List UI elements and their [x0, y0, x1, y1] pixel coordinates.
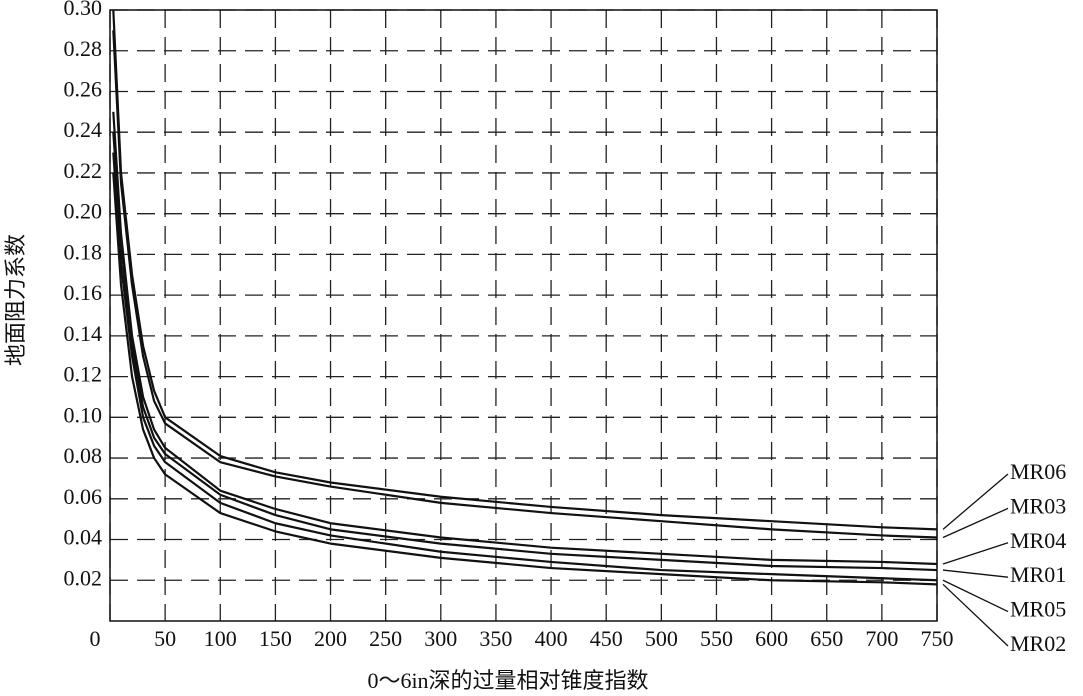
y-tick-label: 0.12: [64, 362, 103, 387]
x-tick-label: 550: [700, 626, 733, 651]
x-tick-label: 650: [810, 626, 843, 651]
legend-leader: [942, 542, 1009, 565]
y-tick-label: 0.30: [64, 0, 103, 20]
x-axis-label: 0～6in深的过量相对锥度指数: [367, 668, 648, 693]
plot-frame: [109, 9, 938, 622]
x-tick-label: 150: [259, 626, 292, 651]
y-tick-label: 0.28: [64, 36, 103, 61]
legend-label: MR06: [1010, 459, 1066, 484]
legend-label: MR04: [1010, 528, 1066, 553]
x-tick-label: 750: [921, 626, 954, 651]
y-tick-label: 0.18: [64, 239, 103, 264]
y-tick-label: 0.14: [64, 321, 103, 346]
y-tick-label: 0.26: [64, 77, 103, 102]
x-tick-label: 300: [424, 626, 457, 651]
x-tick-label: 250: [369, 626, 402, 651]
y-tick-label: 0.06: [64, 484, 103, 509]
legend-label: MR01: [1010, 562, 1066, 587]
legend-leader: [942, 579, 1009, 613]
y-tick-label: 0.02: [64, 565, 103, 590]
x-tick-label: 500: [645, 626, 678, 651]
data-line: [112, 152, 938, 582]
y-tick-label: 0.22: [64, 158, 103, 183]
y-tick-label: 0.24: [64, 117, 103, 142]
x-tick-label: 400: [535, 626, 568, 651]
data-line: [112, 30, 938, 539]
legend-label: MR05: [1010, 597, 1066, 622]
x-tick-label: 700: [865, 626, 898, 651]
y-tick-label: 0.04: [64, 525, 103, 550]
y-tick-label: 0.20: [64, 199, 103, 224]
x-tick-label: 600: [755, 626, 788, 651]
legend-label: MR03: [1010, 493, 1066, 518]
x-tick-label: 100: [204, 626, 237, 651]
data-line: [112, 172, 938, 586]
x-tick-label: 450: [590, 626, 623, 651]
x-tick-label: 200: [314, 626, 347, 651]
y-tick-label: 0.08: [64, 443, 103, 468]
y-tick-label: 0.10: [64, 402, 103, 427]
legend-leader: [942, 569, 1009, 578]
x-tick-label: 50: [154, 626, 176, 651]
x-tick-label: 0: [90, 626, 101, 651]
data-line: [112, 9, 938, 531]
legend-leader: [942, 507, 1009, 539]
x-tick-label: 350: [479, 626, 512, 651]
legend-leader: [942, 583, 1009, 647]
legend-leader: [942, 473, 1009, 530]
legend-label: MR02: [1010, 631, 1066, 656]
data-line: [112, 132, 938, 572]
y-tick-label: 0.16: [64, 280, 103, 305]
y-axis-label: 地面阻力系数: [3, 234, 28, 366]
data-line: [112, 111, 938, 566]
